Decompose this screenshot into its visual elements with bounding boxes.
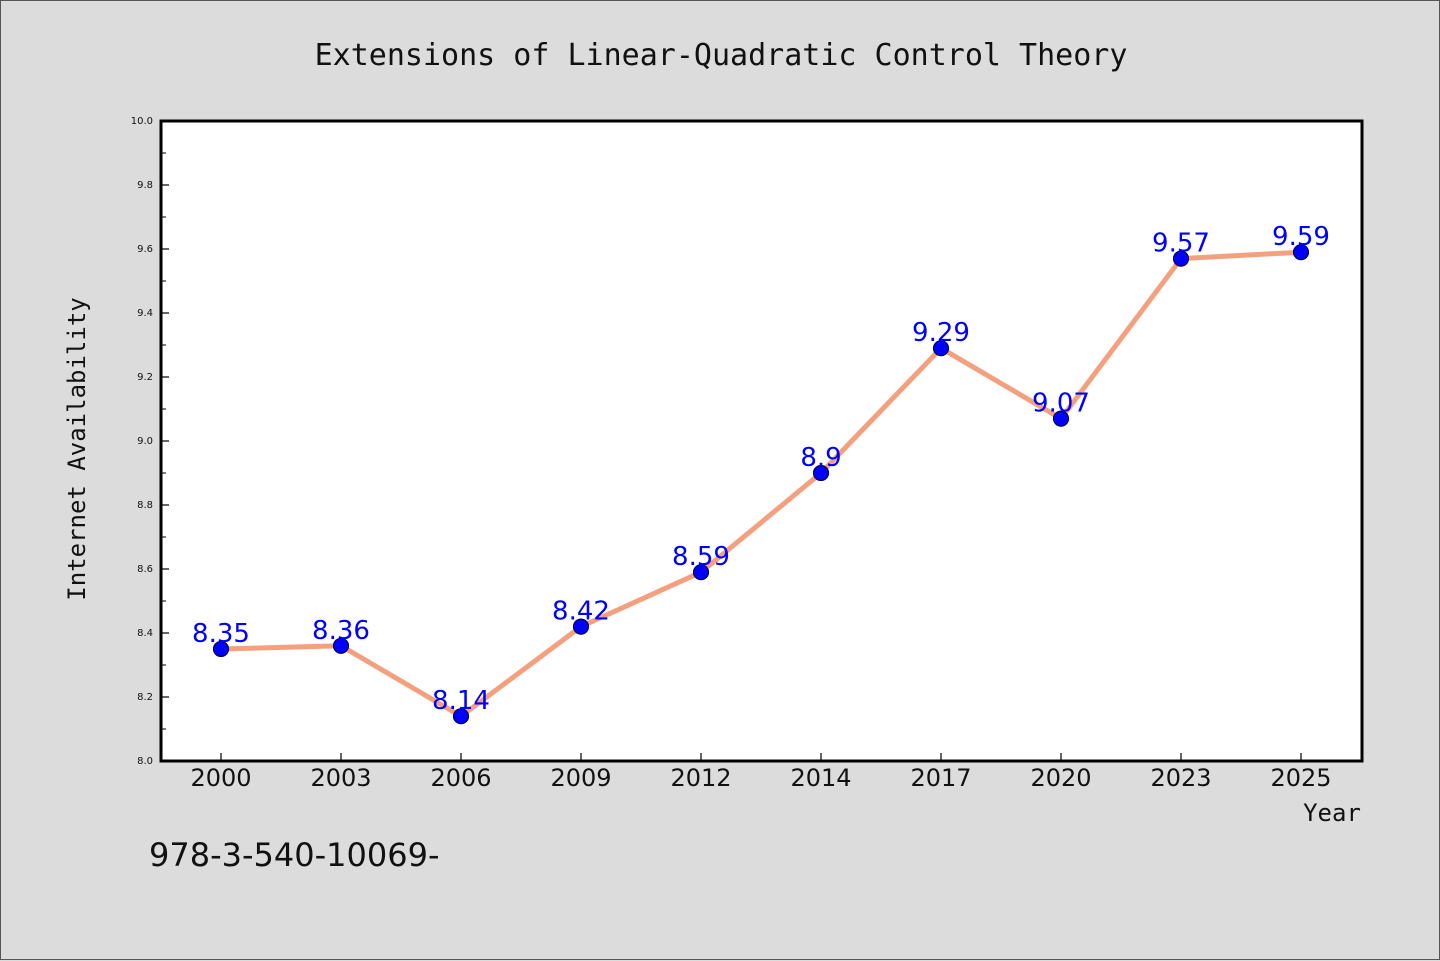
data-point — [1052, 410, 1070, 427]
data-label: 8.14 — [432, 686, 490, 716]
data-markers — [212, 244, 1310, 725]
x-tick-label: 2020 — [1030, 764, 1091, 792]
y-tick-label: 9.6 — [137, 244, 153, 255]
x-axis: 2000 2003 2006 2009 2012 2014 2017 2020 2023 2025 — [190, 753, 1332, 792]
data-point — [932, 340, 950, 357]
data-point — [692, 564, 710, 581]
x-tick-label: 2017 — [910, 764, 971, 792]
x-tick-label: 2012 — [670, 764, 731, 792]
y-tick-label: 9.0 — [137, 436, 153, 447]
x-tick-label: 2025 — [1270, 764, 1331, 792]
y-tick-label: 8.6 — [137, 564, 153, 575]
series-line — [218, 249, 1304, 719]
x-tick-label: 2006 — [430, 764, 491, 792]
data-label: 8.9 — [800, 443, 841, 473]
data-label: 9.59 — [1272, 222, 1330, 252]
data-label: 8.35 — [192, 619, 250, 649]
y-tick-label: 8.0 — [137, 756, 153, 767]
y-tick-label: 8.2 — [137, 692, 153, 703]
data-label: 9.29 — [912, 318, 970, 348]
data-label: 8.42 — [552, 597, 610, 627]
x-tick-label: 2000 — [190, 764, 251, 792]
data-point — [1292, 244, 1310, 261]
data-point — [332, 637, 350, 654]
x-axis-label: Year — [1303, 799, 1361, 827]
y-tick-label: 9.2 — [137, 372, 153, 383]
data-point — [212, 640, 230, 658]
plot-area — [159, 119, 1364, 763]
y-tick-label: 8.4 — [137, 628, 153, 639]
y-tick-label: 9.8 — [137, 180, 153, 191]
data-point — [452, 708, 470, 725]
data-label: 9.57 — [1152, 229, 1210, 259]
x-tick-label: 2003 — [310, 764, 371, 792]
data-labels: 8.35 8.36 8.14 8.42 8.59 8.9 9.29 9.07 9.57 9.59 — [192, 222, 1330, 716]
y-axis: 8.0 8.2 8.4 8.6 8.8 9.0 9.2 9.4 9.6 9.8 10.0 — [131, 116, 169, 767]
data-label: 9.07 — [1032, 389, 1090, 419]
chart-title: Extensions of Linear-Quadratic Control T… — [315, 38, 1128, 73]
x-tick-label: 2023 — [1150, 764, 1211, 792]
data-label: 8.59 — [672, 542, 730, 572]
y-tick-label: 8.8 — [137, 500, 153, 511]
data-point — [812, 464, 830, 482]
y-tick-label: 10.0 — [131, 116, 153, 127]
x-tick-label: 2014 — [790, 764, 851, 792]
y-axis-label: Internet Availability — [63, 297, 91, 600]
data-point — [1172, 250, 1190, 267]
x-tick-label: 2009 — [550, 764, 611, 792]
footnote-text: 978-3-540-10069- — [149, 836, 440, 874]
y-tick-label: 9.4 — [137, 308, 153, 319]
data-label: 8.36 — [312, 616, 370, 646]
data-point — [572, 618, 590, 635]
